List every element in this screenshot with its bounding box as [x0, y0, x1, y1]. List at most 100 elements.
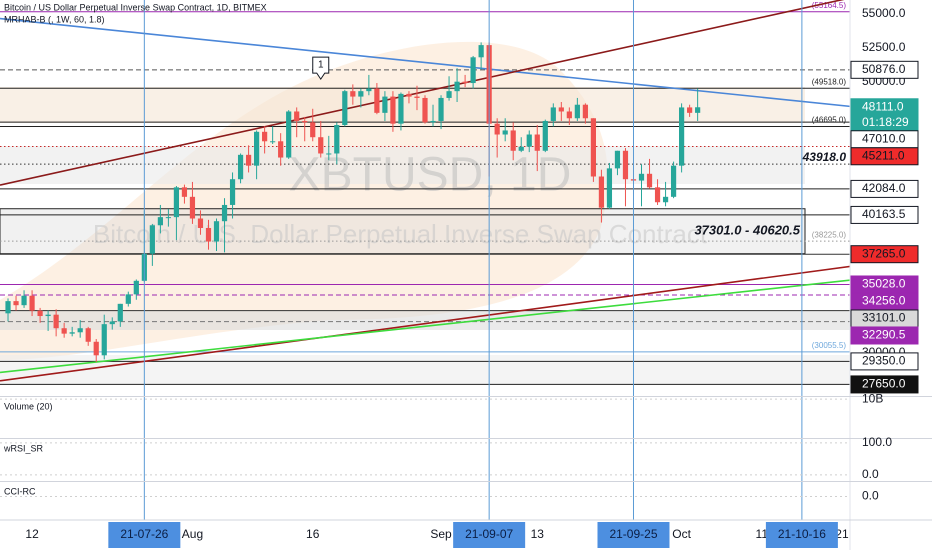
y-tick-label: 52500.0: [862, 40, 906, 54]
candle-body: [117, 303, 123, 322]
x-tick-label: 16: [306, 527, 320, 541]
candle-body: [13, 301, 19, 306]
price-tag-label: 40163.5: [862, 207, 906, 221]
level-label: (46695.0): [812, 116, 847, 125]
candle-body: [382, 96, 388, 113]
candle-body: [5, 301, 11, 314]
candle-body: [286, 111, 292, 158]
candle-body: [53, 314, 59, 329]
trendline: [0, 270, 932, 374]
candle-body: [270, 141, 276, 143]
pane-tick-label: 10B: [862, 391, 883, 405]
x-tick-label: Oct: [672, 527, 691, 541]
price-tag-label: 50876.0: [862, 62, 906, 76]
zone-label: 37301.0 - 40620.5: [694, 223, 800, 238]
candle-body: [670, 165, 677, 197]
candle-body: [614, 150, 621, 169]
x-tick-label: 11: [756, 527, 769, 541]
candle-body: [77, 328, 83, 333]
candle-body: [550, 107, 556, 121]
y-tick-label: 55000.0: [862, 6, 906, 20]
price-pane: 37301.0 - 40620.5 (55164.5) (49518.0) (4669…: [0, 0, 932, 385]
candle-body: [566, 111, 572, 119]
level-label: (49518.0): [812, 77, 847, 86]
candle-body: [245, 154, 252, 166]
candle-body: [237, 154, 244, 180]
candle-body: [254, 131, 260, 166]
level-label: (38225.0): [812, 230, 847, 239]
level-label: (30055.5): [812, 341, 847, 350]
countdown: 01:18:29: [862, 115, 909, 129]
x-tick-label: 21: [835, 527, 849, 541]
candle-body: [149, 225, 155, 254]
watermark: XBTUSD, 1D: [289, 149, 572, 202]
candle-body: [45, 314, 51, 317]
candle-body: [390, 96, 396, 124]
candle-body: [318, 137, 324, 154]
candle-body: [662, 196, 669, 203]
candle-body: [93, 341, 99, 356]
price-tag: [850, 60, 919, 79]
chart-title: Bitcoin / US Dollar Perpetual Inverse Sw…: [4, 2, 267, 12]
price-tag-label: 48111.0: [862, 99, 904, 113]
pane-tick-label: 0.0: [862, 467, 879, 481]
date-marker: [597, 522, 670, 548]
price-tag-label: 37265.0: [862, 246, 906, 260]
candle-body: [213, 221, 220, 242]
candle-body: [526, 134, 532, 147]
candle-body: [502, 130, 508, 135]
candle-body: [598, 176, 605, 208]
candle-body: [446, 91, 452, 98]
candle-body: [342, 91, 348, 126]
date-marker-label: 21-09-07: [465, 527, 513, 541]
date-marker-label: 21-07-26: [120, 527, 168, 541]
candle-body: [221, 204, 228, 222]
chart-subtitle: MRHAB-B (, 1W, 60, 1.8): [4, 14, 105, 24]
price-tag: [850, 352, 919, 371]
candle-body: [181, 187, 188, 197]
candle-body: [21, 295, 27, 306]
candle-body: [358, 91, 364, 97]
candle-body: [109, 321, 115, 325]
candle-body: [366, 88, 372, 92]
level-label: (55164.5): [812, 1, 847, 10]
candle-body: [558, 107, 564, 112]
candle-body: [430, 120, 436, 123]
price-tag: [850, 326, 919, 345]
candle-body: [29, 295, 35, 311]
x-tick-label: 13: [531, 527, 545, 541]
flag: [312, 56, 330, 81]
date-marker-label: 21-10-16: [778, 527, 826, 541]
price-tag-label: 45211.0: [862, 148, 905, 162]
candle-body: [534, 134, 540, 151]
pane-title: Volume (20): [4, 401, 53, 411]
price-tag-label: 35028.0: [862, 277, 906, 291]
candle-body: [294, 111, 300, 121]
price-tag: [850, 147, 919, 166]
pane-tick-label: 100.0: [862, 435, 892, 449]
candle-body: [679, 107, 685, 166]
candle-body: [197, 218, 204, 228]
candle-body: [510, 130, 516, 151]
x-tick-label: Aug: [182, 527, 203, 541]
price-tag-label: 32290.5: [862, 328, 906, 342]
candle-body: [334, 125, 340, 154]
price-tag: [850, 179, 919, 198]
candle-body: [101, 324, 107, 356]
candle-body: [205, 227, 212, 242]
candle-body: [646, 173, 653, 188]
date-marker: [108, 522, 181, 548]
price-tag-label: 34256.0: [862, 294, 906, 308]
candle-body: [582, 104, 588, 119]
candle-body: [414, 96, 420, 98]
candle-body: [165, 217, 171, 219]
candle-body: [229, 179, 236, 205]
date-marker-label: 21-09-25: [609, 527, 657, 541]
candle-body: [462, 81, 468, 84]
candle-body: [638, 173, 645, 181]
candle-body: [398, 93, 404, 124]
x-tick-label: Sep: [430, 527, 452, 541]
x-tick-label: 12: [25, 527, 39, 541]
candle-body: [406, 93, 412, 97]
